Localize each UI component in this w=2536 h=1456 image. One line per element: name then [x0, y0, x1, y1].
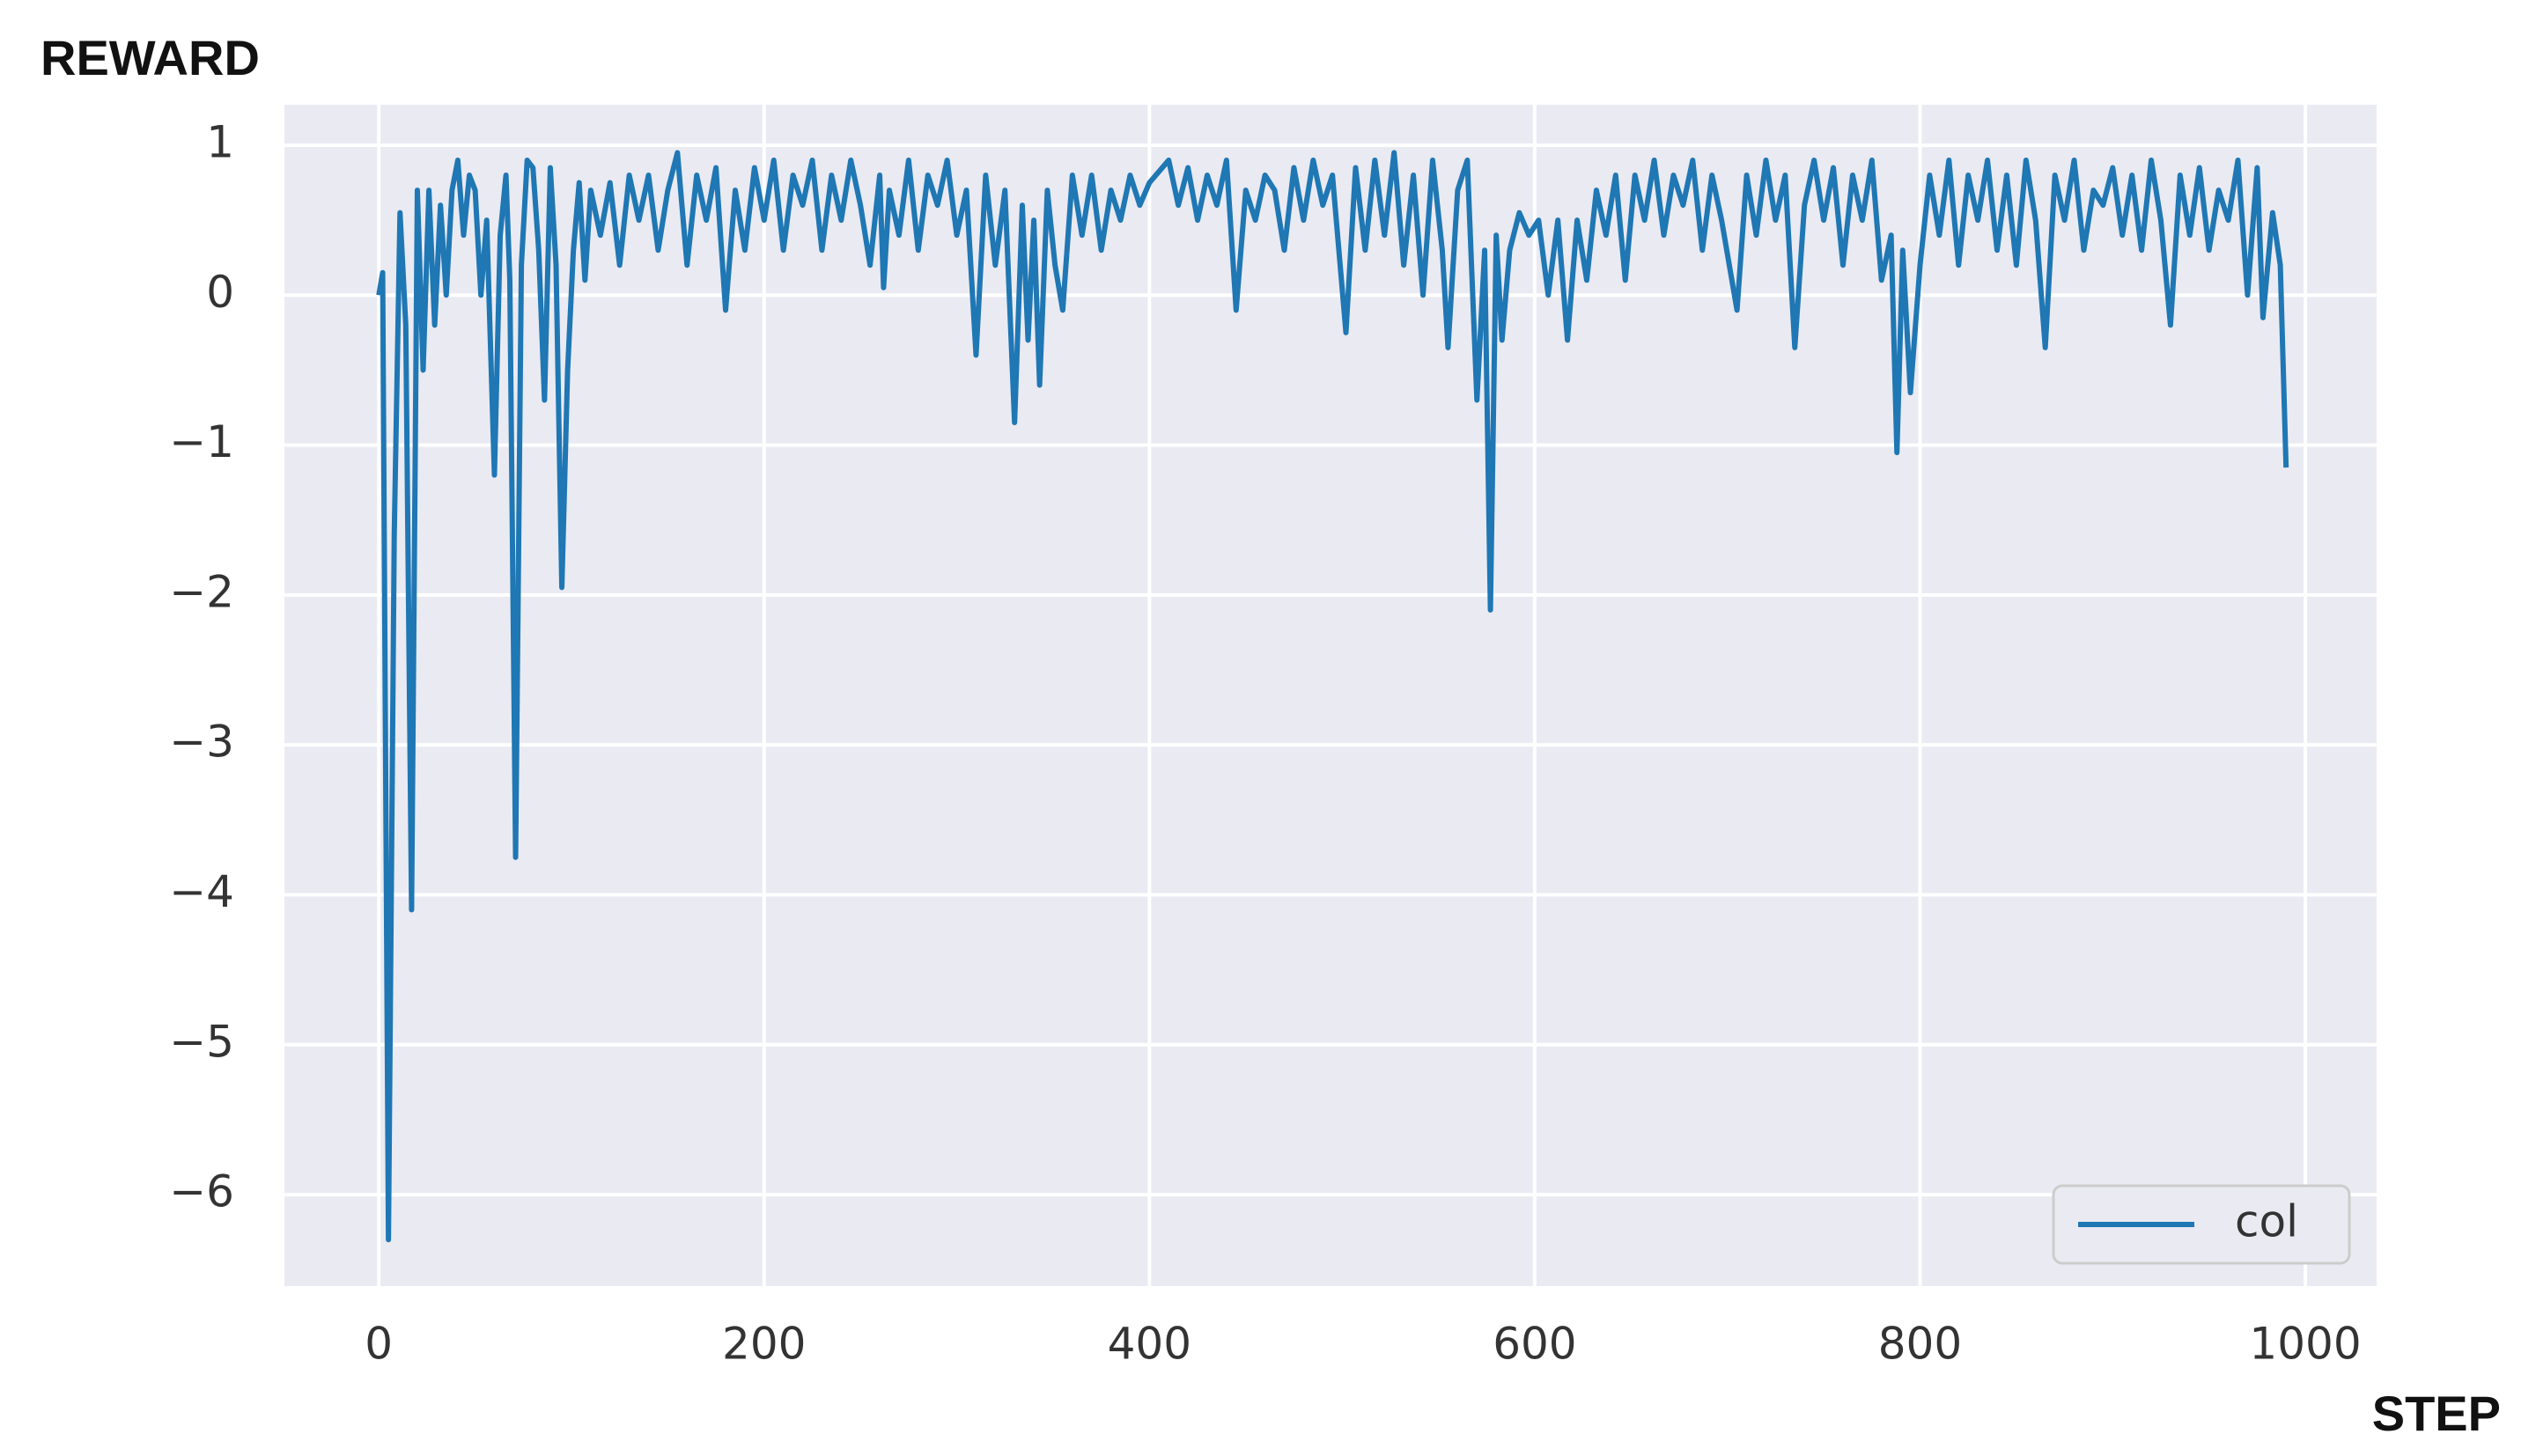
y-tick-label: −4 — [169, 866, 234, 917]
x-tick-label: 200 — [722, 1319, 806, 1370]
legend-box — [2052, 1184, 2351, 1265]
plot-area — [284, 105, 2377, 1286]
y-tick-label: 0 — [206, 267, 234, 318]
y-tick-label: −1 — [169, 416, 234, 467]
legend-label: col — [2235, 1196, 2298, 1247]
y-tick-label: 1 — [206, 116, 234, 167]
x-tick-label: 0 — [365, 1319, 393, 1370]
y-axis-title: REWARD — [41, 30, 260, 85]
y-tick-label: −6 — [169, 1166, 234, 1217]
x-tick-label: 400 — [1108, 1319, 1191, 1370]
legend: col — [2052, 1184, 2351, 1265]
y-tick-label: −5 — [169, 1016, 234, 1067]
y-tick-label: −3 — [169, 717, 234, 768]
ticks: 1 0 −1 −2 −3 −4 −5 −6 0 200 400 600 800 1000 — [169, 116, 2361, 1369]
x-axis-title: STEP — [2372, 1386, 2501, 1441]
x-tick-label: 1000 — [2249, 1319, 2361, 1370]
y-tick-label: −2 — [169, 566, 234, 617]
grid — [284, 105, 2377, 1286]
data-line — [376, 150, 2289, 1243]
x-tick-label: 800 — [1878, 1319, 1962, 1370]
x-tick-label: 600 — [1493, 1319, 1576, 1370]
marks — [376, 150, 2289, 1243]
